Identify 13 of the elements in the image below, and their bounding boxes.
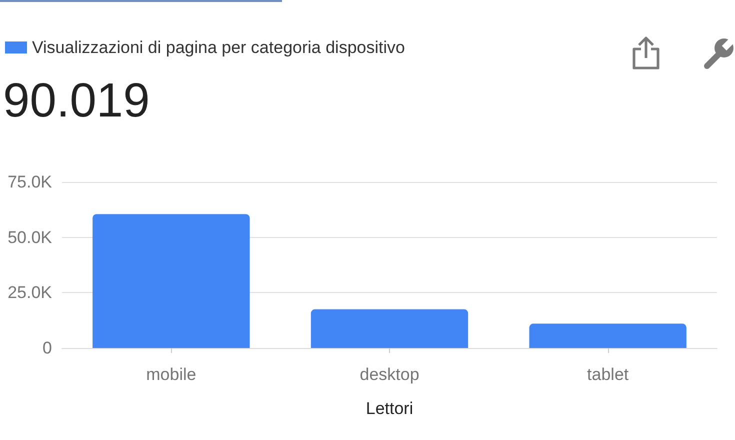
y-tick-label: 75.0K (8, 172, 53, 192)
text: 90.019 (3, 74, 150, 128)
y-tick-label: 50.0K (8, 228, 53, 247)
x-tick-label: tablet (587, 365, 629, 384)
x-tick-label: desktop (360, 365, 420, 384)
legend-label: Visualizzazioni di pagina per categoria dispositivo (32, 38, 405, 57)
x-tick-label: mobile (146, 365, 196, 384)
bar (529, 324, 686, 348)
y-tick-label: 25.0K (8, 283, 53, 302)
bar (92, 214, 250, 348)
bar (310, 309, 468, 348)
y-tick-label: 0 (42, 338, 52, 358)
x-axis-title: Lettori (366, 399, 414, 418)
